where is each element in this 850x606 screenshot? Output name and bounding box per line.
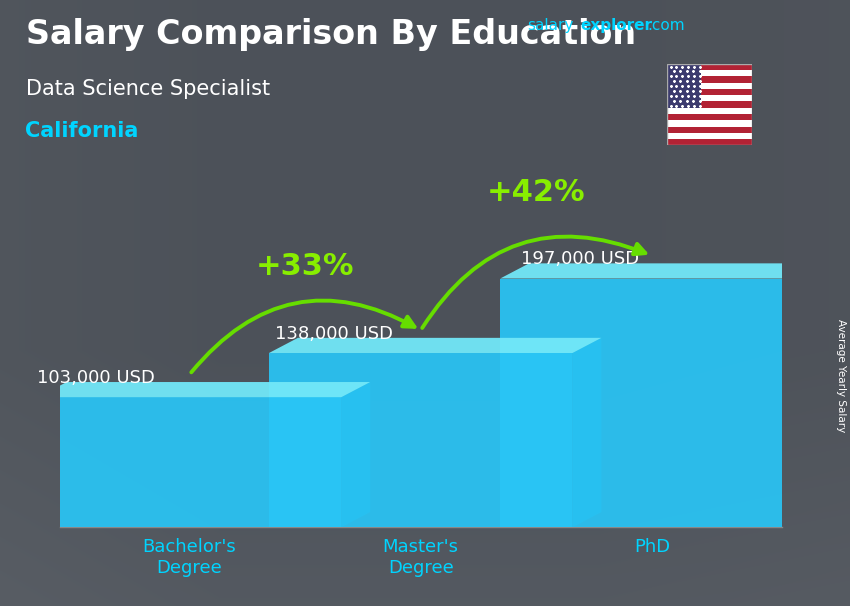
Polygon shape (38, 382, 370, 397)
Text: California: California (26, 121, 139, 141)
Bar (269, 353, 572, 527)
Text: explorer: explorer (581, 18, 653, 33)
Bar (500, 279, 803, 527)
Text: +42%: +42% (487, 178, 586, 207)
Text: Salary Comparison By Education: Salary Comparison By Education (26, 18, 636, 51)
Text: Average Yearly Salary: Average Yearly Salary (836, 319, 846, 432)
Text: 103,000 USD: 103,000 USD (37, 369, 155, 387)
Text: 197,000 USD: 197,000 USD (521, 250, 638, 268)
Polygon shape (500, 264, 832, 279)
Text: 138,000 USD: 138,000 USD (275, 325, 393, 343)
Polygon shape (572, 338, 601, 527)
Bar (38, 397, 341, 527)
Text: salary: salary (527, 18, 574, 33)
Text: Data Science Specialist: Data Science Specialist (26, 79, 269, 99)
Text: .com: .com (648, 18, 685, 33)
Text: +33%: +33% (256, 252, 354, 281)
Polygon shape (803, 264, 832, 527)
Polygon shape (269, 338, 601, 353)
Polygon shape (341, 382, 370, 527)
